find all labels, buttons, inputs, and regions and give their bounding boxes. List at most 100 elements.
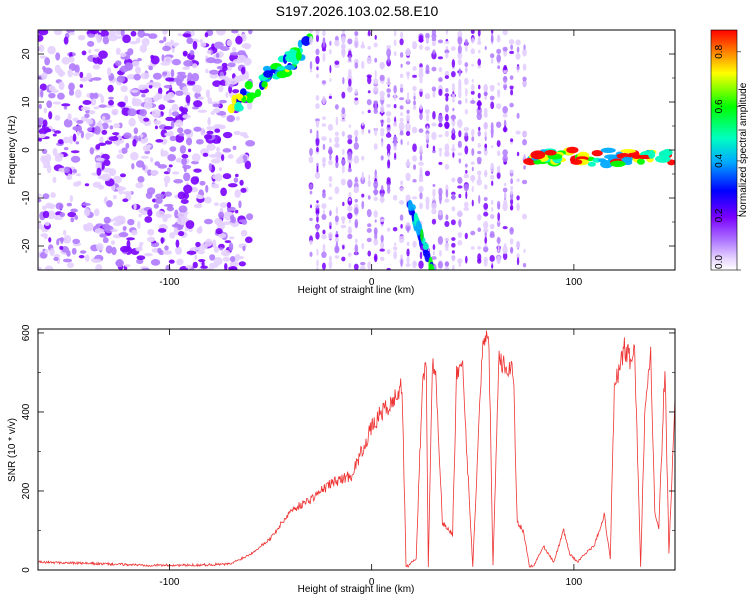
heatmap-cell: [405, 47, 411, 57]
heatmap-cell: [221, 249, 231, 257]
heatmap-cell: [419, 202, 423, 210]
heatmap-cell: [374, 169, 377, 178]
heatmap-cell: [315, 120, 320, 125]
heatmap-cell: [315, 55, 320, 65]
heatmap-cell: [234, 209, 239, 214]
heatmap-cell: [165, 77, 175, 82]
heatmap-cell: [510, 178, 513, 185]
heatmap-cell: [212, 103, 221, 108]
heatmap-cell: [368, 129, 371, 134]
heatmap-cell: [83, 208, 91, 217]
heatmap-cell: [522, 80, 528, 86]
heatmap-cell: [445, 88, 449, 93]
heatmap-cell: [329, 183, 332, 188]
heatmap-cell: [240, 66, 246, 75]
heatmap-cell: [165, 116, 174, 122]
heatmap-cell: [163, 125, 173, 130]
heatmap-cell: [44, 126, 50, 133]
heatmap-cell: [201, 261, 205, 268]
heatmap-cell: [347, 233, 353, 240]
heatmap-cell: [309, 61, 313, 70]
heatmap-cell: [471, 63, 475, 67]
heatmap-cell: [420, 228, 424, 242]
heatmap-cell: [206, 126, 215, 130]
heatmap-cell: [191, 153, 201, 162]
heatmap-cell: [477, 227, 482, 233]
heatmap-cell: [158, 40, 165, 44]
heatmap-cell: [361, 155, 365, 161]
heatmap-cell: [122, 226, 127, 231]
heatmap-cell: [476, 106, 482, 116]
heatmap-cell: [483, 184, 488, 190]
heatmap-cell: [450, 70, 456, 78]
heatmap-cell: [497, 65, 501, 70]
heatmap-cell: [85, 222, 94, 232]
heatmap-cell: [476, 101, 482, 107]
heatmap-cell: [502, 187, 508, 193]
heatmap-cell: [97, 184, 105, 190]
heatmap-cell: [316, 200, 319, 204]
heatmap-cell: [424, 93, 431, 100]
heatmap-cell: [334, 39, 340, 47]
heatmap-cell: [240, 187, 247, 193]
heatmap-cell: [406, 241, 410, 247]
heatmap-cell: [502, 225, 508, 230]
heatmap-cell: [96, 167, 102, 177]
heatmap-cell: [418, 161, 424, 166]
heatmap-cell: [316, 224, 319, 232]
heatmap-cell: [99, 136, 104, 144]
heatmap-cell: [41, 148, 48, 155]
spectrogram-x-label: Height of straight line (km): [298, 285, 415, 296]
heatmap-cell: [347, 226, 352, 233]
heatmap-cell: [340, 118, 347, 122]
heatmap-cell: [308, 156, 314, 164]
heatmap-cell: [63, 118, 73, 128]
heatmap-cell: [146, 82, 156, 86]
heatmap-cell: [516, 66, 520, 71]
heatmap-cell: [400, 258, 403, 268]
heatmap-cell: [95, 157, 105, 162]
heatmap-cell: [106, 200, 113, 208]
heatmap-cell: [444, 220, 450, 227]
heatmap-cell: [227, 104, 236, 114]
heatmap-cell: [226, 201, 232, 208]
heatmap-cell: [457, 232, 463, 236]
heatmap-cell: [444, 143, 450, 152]
heatmap-cell: [309, 147, 313, 157]
heatmap-cell: [360, 261, 366, 266]
heatmap-cell: [162, 45, 171, 52]
heatmap-cell: [195, 241, 201, 247]
heatmap-cell: [206, 143, 216, 151]
heatmap-cell: [438, 67, 443, 73]
heatmap-cell: [206, 57, 216, 64]
heatmap-cell: [247, 101, 253, 110]
heatmap-cell: [432, 183, 436, 188]
heatmap-cell: [412, 240, 417, 248]
heatmap-cell: [157, 228, 167, 233]
heatmap-cell: [328, 160, 333, 166]
heatmap-cell: [74, 214, 79, 221]
heatmap-cell: [54, 114, 61, 121]
heatmap-cell: [316, 147, 319, 153]
heatmap-cell: [437, 261, 443, 269]
heatmap-cell: [222, 65, 228, 72]
heatmap-cell: [87, 127, 93, 132]
heatmap-cell: [366, 99, 372, 106]
heatmap-cell: [146, 236, 156, 243]
heatmap-cell: [220, 154, 225, 162]
heatmap-cell: [412, 155, 417, 162]
heatmap-cell: [168, 164, 173, 168]
heatmap-cell: [334, 60, 340, 65]
heatmap-cell: [464, 132, 469, 137]
heatmap-cell: [182, 114, 191, 119]
heatmap-cell: [450, 219, 456, 226]
heatmap-cell: [120, 65, 129, 73]
heatmap-cell: [367, 250, 372, 257]
heatmap-cell: [393, 121, 398, 128]
y-tick-label: 10: [21, 96, 32, 108]
spectrogram-y-label: Frequency (Hz): [7, 116, 18, 185]
heatmap-cell: [138, 244, 143, 251]
heatmap-cell: [471, 136, 475, 142]
heatmap-cell: [150, 258, 161, 266]
